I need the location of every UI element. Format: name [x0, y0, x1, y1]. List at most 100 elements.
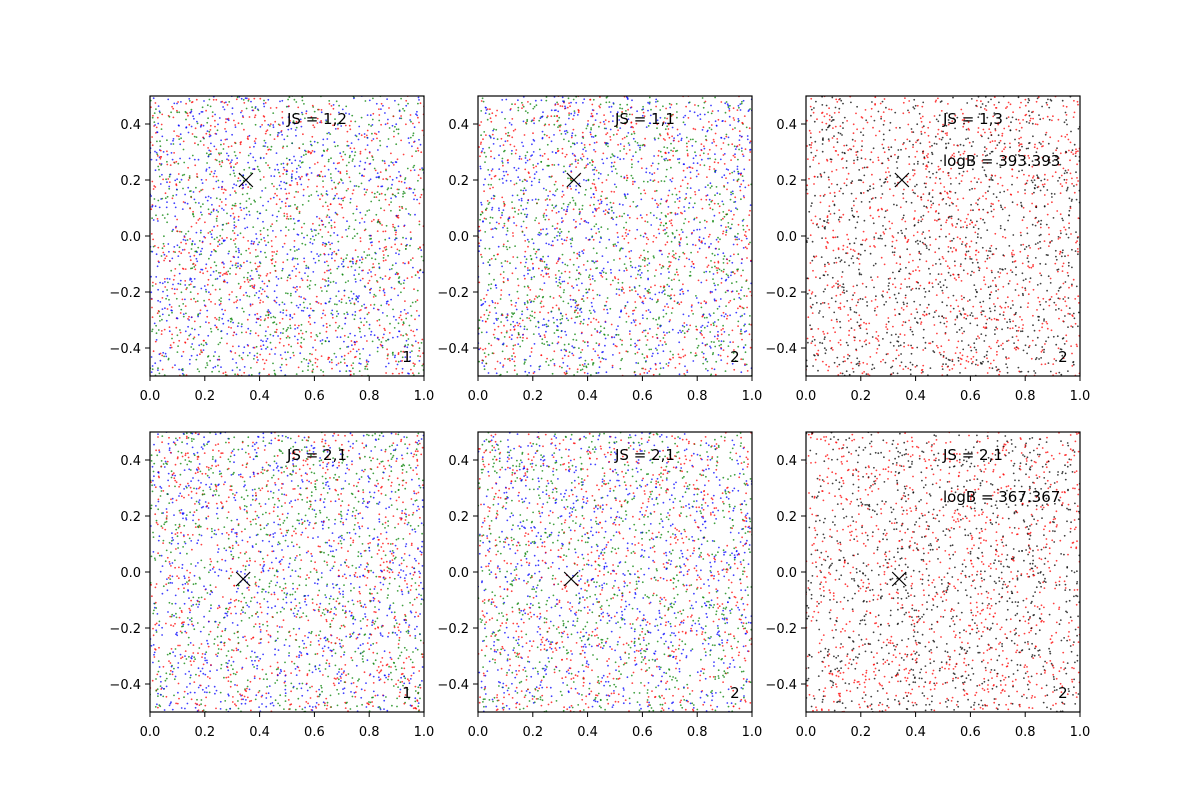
- scatter-point: [582, 135, 584, 138]
- scatter-point: [486, 317, 489, 320]
- scatter-point: [215, 98, 218, 101]
- scatter-point: [573, 110, 576, 112]
- scatter-point: [575, 339, 578, 341]
- scatter-point: [572, 338, 575, 341]
- scatter-point: [643, 357, 646, 359]
- scatter-point: [209, 327, 212, 330]
- scatter-point: [524, 277, 526, 280]
- scatter-point: [209, 359, 212, 362]
- scatter-point: [378, 199, 381, 202]
- scatter-point: [573, 114, 575, 117]
- scatter-point: [338, 162, 340, 164]
- scatter-point: [404, 248, 407, 250]
- scatter-point: [299, 120, 302, 123]
- scatter-point: [664, 305, 666, 308]
- scatter-point: [337, 362, 340, 365]
- scatter-point: [205, 321, 207, 323]
- scatter-point: [418, 347, 421, 350]
- scatter-point: [326, 148, 329, 151]
- scatter-point: [605, 247, 608, 249]
- scatter-point: [207, 155, 210, 158]
- scatter-point: [560, 330, 563, 332]
- scatter-point: [345, 229, 347, 231]
- scatter-point: [220, 139, 223, 142]
- scatter-point: [413, 140, 416, 143]
- scatter-point: [359, 160, 362, 163]
- scatter-point: [284, 351, 287, 354]
- scatter-point: [242, 174, 245, 177]
- scatter-point: [650, 348, 652, 351]
- scatter-point: [529, 301, 532, 304]
- scatter-point: [610, 190, 613, 193]
- scatter-point: [565, 239, 568, 242]
- scatter-point: [521, 104, 524, 106]
- scatter-point: [648, 288, 650, 291]
- scatter-point: [182, 201, 185, 203]
- scatter-point: [289, 324, 292, 327]
- scatter-point: [680, 237, 682, 240]
- scatter-point: [251, 286, 254, 289]
- scatter-point: [385, 248, 388, 251]
- scatter-point: [234, 243, 237, 245]
- scatter-point: [210, 142, 212, 145]
- scatter-point: [545, 189, 548, 191]
- scatter-point: [594, 350, 597, 353]
- scatter-point: [163, 259, 166, 262]
- scatter-point: [295, 275, 297, 277]
- scatter-point: [238, 249, 240, 252]
- scatter-point: [711, 367, 713, 370]
- scatter-point: [378, 175, 380, 178]
- scatter-point: [605, 101, 608, 104]
- scatter-point: [211, 284, 214, 287]
- scatter-point: [155, 214, 157, 217]
- scatter-point: [538, 333, 540, 335]
- scatter-point: [176, 351, 179, 353]
- scatter-point: [329, 113, 332, 116]
- scatter-point: [184, 239, 187, 242]
- scatter-point: [553, 164, 556, 166]
- scatter-point: [249, 252, 252, 254]
- scatter-point: [196, 354, 199, 357]
- scatter-point: [234, 237, 237, 240]
- scatter-point: [515, 224, 518, 227]
- scatter-point: [389, 322, 391, 325]
- scatter-point: [154, 169, 157, 172]
- scatter-point: [291, 173, 293, 176]
- scatter-point: [343, 294, 346, 297]
- scatter-point: [241, 307, 244, 310]
- scatter-point: [725, 168, 728, 171]
- scatter-point: [729, 299, 732, 302]
- scatter-point: [599, 360, 602, 363]
- scatter-point: [286, 213, 288, 215]
- scatter-point: [297, 164, 300, 167]
- scatter-point: [224, 189, 227, 192]
- scatter-point: [370, 220, 373, 223]
- scatter-point: [363, 136, 366, 138]
- scatter-point: [403, 224, 406, 227]
- scatter-point: [371, 191, 373, 194]
- scatter-point: [491, 133, 494, 136]
- scatter-point: [236, 180, 239, 182]
- scatter-point: [713, 261, 716, 264]
- scatter-point: [673, 256, 675, 259]
- scatter-point: [365, 321, 368, 323]
- scatter-point: [701, 315, 704, 318]
- scatter-point: [300, 336, 303, 339]
- scatter-point: [569, 105, 571, 108]
- scatter-point: [710, 323, 712, 326]
- scatter-point: [556, 239, 559, 241]
- scatter-point: [581, 282, 583, 285]
- scatter-point: [380, 207, 382, 210]
- scatter-point: [524, 154, 527, 157]
- scatter-point: [546, 116, 548, 119]
- scatter-point: [389, 175, 391, 178]
- scatter-point: [630, 275, 632, 278]
- scatter-point: [499, 273, 502, 276]
- scatter-point: [154, 150, 156, 153]
- scatter-point: [556, 235, 558, 237]
- scatter-point: [564, 263, 567, 266]
- scatter-point: [502, 201, 505, 203]
- scatter-point: [491, 217, 494, 219]
- scatter-point: [695, 354, 698, 357]
- scatter-point: [517, 324, 519, 327]
